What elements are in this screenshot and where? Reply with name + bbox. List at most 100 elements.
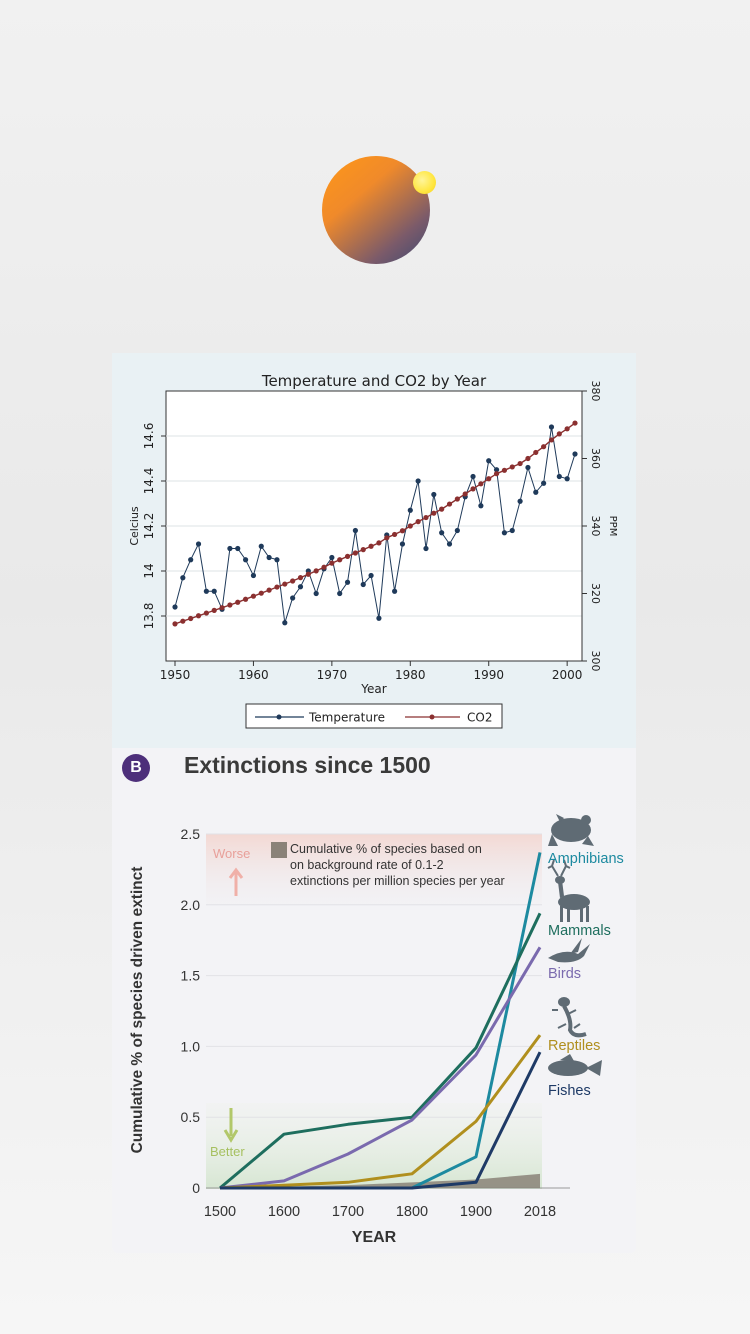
data-point-temperature xyxy=(423,545,429,552)
data-point-co2 xyxy=(266,587,272,593)
data-point-temperature xyxy=(407,507,413,513)
x-tick-label: 1950 xyxy=(160,668,191,682)
data-point-co2 xyxy=(329,560,335,566)
background-rate-legend-line-2: on background rate of 0.1-2 xyxy=(290,858,444,872)
x-tick-label: 1990 xyxy=(473,668,504,682)
y-tick-label-right: 380 xyxy=(589,381,602,402)
data-point-temperature xyxy=(258,543,264,549)
x-axis-label: Year xyxy=(360,682,386,696)
y-axis-label-left: Celcius xyxy=(128,506,141,546)
data-point-temperature xyxy=(431,491,437,498)
x-tick-label: 1800 xyxy=(396,1204,428,1220)
y-tick-label-left: 14 xyxy=(142,563,156,578)
data-point-temperature xyxy=(344,579,351,585)
data-point-temperature xyxy=(376,615,382,621)
temperature-co2-chart-card: Temperature and CO2 by Year 1950 1960 1970… xyxy=(112,353,636,748)
x-axis-label: YEAR xyxy=(352,1229,397,1246)
data-point-temperature xyxy=(188,557,194,563)
data-point-co2 xyxy=(337,557,343,563)
extinctions-chart: 0 0.5 1.0 1.5 2.0 2.5 1500 1600 1700 1800 1900 2018… xyxy=(129,814,624,1246)
y-tick-label-left: 14.4 xyxy=(142,468,156,495)
data-point-co2 xyxy=(352,550,358,556)
data-point-temperature xyxy=(541,480,547,486)
data-point-co2 xyxy=(392,531,398,538)
data-point-co2 xyxy=(344,553,351,559)
data-point-co2 xyxy=(462,491,468,497)
data-point-temperature xyxy=(337,590,343,597)
data-point-co2 xyxy=(313,568,319,574)
legend-label-temperature: Temperature xyxy=(308,711,385,725)
orb-logo-icon xyxy=(322,156,430,264)
data-point-co2 xyxy=(321,564,327,570)
data-point-temperature xyxy=(274,557,280,563)
data-point-co2 xyxy=(188,615,194,622)
series-line-fishes xyxy=(220,1051,542,1190)
data-point-temperature xyxy=(572,451,578,457)
data-point-co2 xyxy=(227,602,233,608)
y-tick-label-right: 300 xyxy=(589,651,602,672)
data-point-co2 xyxy=(493,471,500,477)
data-point-co2 xyxy=(219,605,225,611)
data-point-co2 xyxy=(368,543,374,549)
series-line-temperature xyxy=(174,426,576,623)
data-point-co2 xyxy=(415,519,421,525)
y-tick-label-left: 14.2 xyxy=(142,513,156,540)
data-point-temperature xyxy=(282,620,288,626)
y-tick-label: 0.5 xyxy=(181,1109,201,1125)
data-point-co2 xyxy=(282,581,288,587)
data-point-co2 xyxy=(439,506,445,512)
data-point-co2 xyxy=(509,464,515,470)
data-point-co2 xyxy=(399,528,406,534)
bird-icon xyxy=(548,938,590,963)
data-point-co2 xyxy=(297,575,304,581)
x-tick-label: 2000 xyxy=(552,668,583,682)
data-point-co2 xyxy=(533,449,539,456)
data-point-temperature xyxy=(392,588,398,594)
data-point-co2 xyxy=(556,431,562,437)
series-label-mammals: Mammals xyxy=(548,923,611,939)
series-label-birds: Birds xyxy=(548,966,581,982)
data-point-temperature xyxy=(227,545,233,552)
data-point-co2 xyxy=(172,621,178,627)
extinctions-chart-card: B Extinctions since 1500 0 0.5 1.0 1.5 2.0 2.… xyxy=(112,748,636,1253)
data-point-temperature xyxy=(525,464,531,471)
y-tick-label-left: 13.8 xyxy=(142,603,156,630)
y-tick-label-right: 360 xyxy=(589,448,602,469)
data-point-temperature xyxy=(564,476,570,482)
x-tick-label: 1700 xyxy=(332,1204,364,1220)
x-tick-label: 1980 xyxy=(395,668,426,682)
data-point-co2 xyxy=(384,535,390,541)
data-point-co2 xyxy=(454,496,460,502)
data-point-co2 xyxy=(195,613,202,619)
data-point-temperature xyxy=(195,541,202,547)
better-indicator: Better xyxy=(210,1108,245,1159)
better-zone xyxy=(206,1103,542,1189)
data-point-temperature xyxy=(548,424,555,430)
data-point-co2 xyxy=(305,571,311,577)
worse-indicator: Worse xyxy=(213,846,250,896)
data-point-temperature xyxy=(329,554,335,561)
worse-zone xyxy=(206,834,542,904)
panel-badge: B xyxy=(122,754,150,782)
data-point-temperature xyxy=(203,588,209,594)
data-point-temperature xyxy=(470,473,476,480)
data-point-temperature xyxy=(211,588,217,594)
lizard-icon xyxy=(552,997,587,1038)
data-point-temperature xyxy=(352,527,358,534)
data-point-temperature xyxy=(415,478,421,484)
series-line-co2 xyxy=(174,422,576,625)
data-point-co2 xyxy=(360,547,366,553)
legend-item-temperature: Temperature xyxy=(255,711,385,725)
data-point-co2 xyxy=(242,596,249,602)
orb-dot-icon xyxy=(413,171,436,194)
legend-item-co2: CO2 xyxy=(405,711,492,725)
temperature-co2-chart: Temperature and CO2 by Year 1950 1960 1970… xyxy=(128,372,618,729)
x-tick-label: 2018 xyxy=(524,1204,556,1220)
series-line-reptiles xyxy=(219,1034,542,1190)
y-tick-label-right: 320 xyxy=(589,583,602,604)
data-point-temperature xyxy=(266,554,272,561)
data-point-co2 xyxy=(501,467,508,473)
fish-icon xyxy=(548,1054,602,1076)
series-label-amphibians: Amphibians xyxy=(548,851,624,867)
data-point-temperature xyxy=(517,498,523,504)
